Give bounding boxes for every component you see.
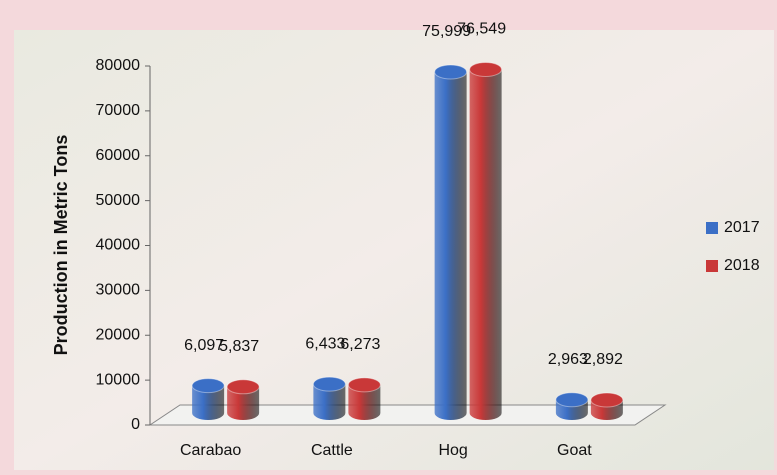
- legend-swatch: [706, 222, 718, 234]
- x-tick-label: Carabao: [180, 442, 241, 459]
- bar-top: [313, 377, 345, 391]
- bar: [192, 379, 224, 420]
- y-tick-label: 60000: [96, 147, 141, 164]
- y-tick-label: 50000: [96, 192, 141, 209]
- y-tick-label: 10000: [96, 371, 141, 388]
- bar: [348, 378, 380, 420]
- value-label: 76,549: [457, 21, 506, 38]
- bar-top: [556, 393, 588, 407]
- value-label: 5,837: [219, 338, 259, 355]
- bar: [313, 377, 345, 420]
- y-tick-label: 80000: [96, 57, 141, 74]
- value-label: 6,273: [340, 336, 380, 353]
- y-tick-label: 70000: [96, 102, 141, 119]
- y-tick-label: 40000: [96, 237, 141, 254]
- bar: [227, 380, 259, 420]
- legend-swatch: [706, 260, 718, 272]
- bar-top: [435, 65, 467, 79]
- bar: [556, 393, 588, 420]
- bar: [435, 65, 467, 420]
- legend-label: 2017: [724, 219, 760, 236]
- y-axis-label: Production in Metric Tons: [51, 135, 71, 356]
- y-tick-label: 30000: [96, 282, 141, 299]
- y-tick-label: 0: [131, 416, 140, 433]
- bar-body: [435, 72, 467, 420]
- legend-label: 2018: [724, 257, 760, 274]
- bar-top: [348, 378, 380, 392]
- bar-body: [470, 69, 502, 420]
- bar-top: [591, 393, 623, 407]
- bar: [591, 393, 623, 420]
- chart: Production in Metric Tons 0 10000 20000 300…: [0, 0, 777, 475]
- bar-top: [470, 62, 502, 76]
- bar: [470, 62, 502, 420]
- x-tick-label: Hog: [438, 442, 467, 459]
- y-tick-label: 20000: [96, 326, 141, 343]
- value-label: 2,892: [583, 351, 623, 368]
- bar-top: [227, 380, 259, 394]
- x-tick-label: Goat: [557, 442, 592, 459]
- bar-top: [192, 379, 224, 393]
- x-tick-label: Cattle: [311, 442, 353, 459]
